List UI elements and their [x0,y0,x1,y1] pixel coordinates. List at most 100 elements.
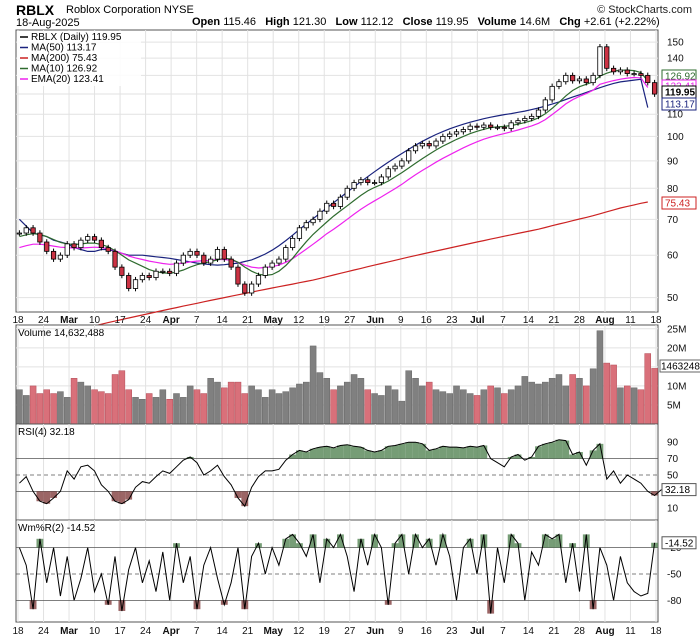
x-axis-label: 14 [217,315,229,326]
volume-bar [439,391,447,425]
company-name: Roblox Corporation NYSE [66,4,194,16]
volume-bar [466,393,474,425]
legend-rblx: RBLX (Daily) 119.95 [31,32,122,43]
rsi-overbought-fill [343,444,351,459]
volume-bar [521,376,529,425]
williams-r-overbought-fill [255,543,262,548]
price-x-axis: 18 24 Mar 10 17 24 Apr 7 14 21 May 12 19 27 Jun 9 16 23 Ju… [12,315,662,326]
candle-body [426,143,432,147]
close-label: Close [402,16,433,28]
rsi-overbought-fill [596,443,604,459]
candle-body [392,165,398,170]
tag-value: -14.52 [665,538,694,549]
volume-bar [398,400,406,425]
williams-r-overbought-fill [555,534,563,548]
candle-body [467,125,473,130]
rsi-overbought-fill [405,442,413,459]
x-axis-label: 12 [293,626,305,637]
volume-bar [412,378,419,425]
rsi-overbought-fill [371,452,378,459]
candle-body [132,279,139,289]
x-axis-label: 21 [548,626,560,637]
volume-bar [180,397,187,425]
x-axis-label: May [263,315,283,326]
williams-r-last-tag: -14.52 [661,536,697,550]
candle-body [310,218,316,224]
rsi-overbought-fill [309,448,317,459]
volume-bar [234,381,242,425]
x-axis-label: 14 [217,626,229,637]
williams-r-title: Wm%R(2) -14.52 [18,523,96,534]
volume-bar [480,389,488,425]
x-axis-label: 24 [38,626,50,637]
legend-ma10: MA(10) 126.92 [31,64,98,75]
rsi-overbought-fill [418,443,426,459]
candle-body [570,74,576,82]
volume-bar [576,378,583,425]
stockcharts-brand[interactable]: © StockCharts.com [597,4,692,16]
x-axis-label: 23 [446,626,458,637]
x-axis-label: Apr [163,626,180,637]
x-axis-label: 11 [625,626,636,637]
tag-box [661,483,697,497]
price-tick-label: 80 [667,184,679,195]
x-axis-label: 28 [574,315,586,326]
volume-bar [610,364,617,425]
candle-body [590,74,596,84]
candle-body [228,258,234,268]
candle-body [50,250,57,260]
volume-bar [323,378,331,425]
volume-bar [617,387,624,425]
volume-bar [289,387,296,425]
williams-r-panel[interactable]: -80-50-20Wm%R(2) -14.52-14.52 [15,519,697,623]
candle-body [214,249,221,260]
volume-bar [193,389,201,425]
volume-bar [152,397,160,425]
candle-body [290,237,296,248]
rsi-line [19,439,662,508]
tag-box [661,196,697,210]
candle-body [535,109,542,117]
x-axis-label: 24 [140,315,152,326]
price-panel[interactable]: 5060708090100110120130140150RBLX (Daily)… [15,29,697,345]
candle-body [235,266,241,285]
x-axis-label: 24 [38,315,50,326]
volume-bar [487,385,494,425]
candle-body [283,247,289,260]
x-axis-label: 24 [140,626,152,637]
volume-panel[interactable]: Volume 14,632,4885M10M15M20M25M14632488 [15,324,700,425]
williams-r-overbought-fill [357,538,365,548]
volume-bar [384,385,392,425]
tag-value: 113.17 [665,100,695,111]
volume-bar [562,385,570,425]
price-tick-label: 60 [667,251,679,262]
legend-ma200: MA(200) 75.43 [31,53,98,64]
rsi-overbought-fill [432,448,440,459]
williams-r-overbought-fill [323,538,331,548]
rsi-overbought-fill [466,446,474,459]
price-tick-label: 50 [667,293,679,304]
x-axis-label: Aug [595,315,614,326]
ma200-line [19,201,648,345]
legend-ema20: EMA(20) 123.41 [31,74,104,85]
williams-r-oversold-fill [487,600,495,614]
price-tick-label: 70 [667,215,679,226]
rsi-oversold-fill [111,491,119,502]
candle-body [180,254,186,264]
rsi-oversold-fill [125,491,133,500]
volume-bar [460,389,467,425]
candle-body [105,247,111,252]
candle-body [262,266,268,276]
rsi-overbought-fill [446,447,454,459]
volume-bar [603,362,611,425]
tag-value: 32.18 [665,485,690,496]
volume-bar [535,383,542,425]
rsi-overbought-fill [541,443,549,459]
x-axis-label: 19 [319,626,331,637]
williams-r-oversold-fill [118,600,126,611]
tag-value: 75.43 [665,199,690,210]
volume-bar [145,393,153,425]
candle-body [624,69,630,74]
